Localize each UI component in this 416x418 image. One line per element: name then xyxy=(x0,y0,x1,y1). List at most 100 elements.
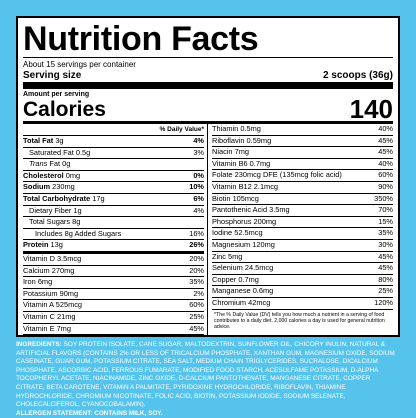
nutrient-row: Sodium 230mg 10% xyxy=(23,182,204,194)
nutrient-daily-value: 40% xyxy=(378,158,393,168)
nutrient-row: Total Fat 3g 4% xyxy=(23,136,204,148)
nutrient-name: Vitamin D xyxy=(23,253,55,263)
nutrient-row: Vitamin E 7mg 45% xyxy=(23,324,204,336)
serving-size-label: Serving size xyxy=(23,70,82,81)
nutrient-daily-value: 90% xyxy=(378,181,393,191)
nutrient-name-cell: Trans Fat 0g xyxy=(23,159,70,170)
nutrient-amount: 0g xyxy=(62,159,71,169)
calories-label: Calories xyxy=(23,98,106,121)
nutrient-amount: 90mg xyxy=(59,288,79,298)
nutrient-amount: 3g xyxy=(55,136,64,145)
macro-list: Total Fat 3g 4% Saturated Fat 0.5g 3% Trans … xyxy=(23,136,204,254)
micro-list: Vitamin D 3.5mcg 20% Calcium 270mg 20% Iron … xyxy=(23,254,204,336)
nutrient-amount: 105mcg xyxy=(232,193,259,203)
nutrient-amount: 7mg xyxy=(56,323,71,333)
nutrient-daily-value: 45% xyxy=(189,323,204,333)
nutrient-name-cell: Total Sugars 8g xyxy=(23,217,80,228)
nutrient-row: Selenium 24.5mcg 45% xyxy=(212,263,393,275)
nutrient-amount: 13g xyxy=(50,240,63,250)
nutrient-daily-value: 20% xyxy=(189,265,204,275)
nutrient-name-cell: Biotin 105mcg xyxy=(212,194,259,205)
nutrient-name: Cholesterol xyxy=(23,170,64,180)
vitamin-list: Thiamin 0.5mg 40% Riboflavin 0.59mg 45% Niac… xyxy=(212,124,393,310)
nutrient-amount: 2.1mcg xyxy=(253,181,279,191)
nutrient-name: Vitamin A xyxy=(23,300,54,310)
nutrient-daily-value: 45% xyxy=(378,147,393,157)
nutrient-daily-value: 4% xyxy=(193,205,204,215)
amount-per-serving: Amount per serving xyxy=(23,91,90,98)
nutrient-row: Riboflavin 0.59mg 45% xyxy=(212,136,393,148)
nutrient-row: Iodine 52.5mcg 35% xyxy=(212,228,393,240)
nutrient-amount: 0mg xyxy=(65,170,81,180)
nutrient-daily-value: 40% xyxy=(378,124,393,133)
nutrient-name-cell: Vitamin E 7mg xyxy=(23,324,71,335)
nutrient-row: Potassium 90mg 2% xyxy=(23,289,204,301)
nutrient-row: Magnesium 120mg 30% xyxy=(212,240,393,252)
nutrient-name-cell: Niacin 7mg xyxy=(212,147,249,158)
calories-row: Calories 140 xyxy=(23,96,393,122)
nutrient-amount: 0.7mg xyxy=(249,158,271,168)
nutrient-name-cell: Potassium 90mg xyxy=(23,289,78,300)
nutrient-daily-value: 10% xyxy=(189,182,204,192)
nutrient-daily-value: 120% xyxy=(374,297,393,307)
nutrient-row: Niacin 7mg 45% xyxy=(212,147,393,159)
nutrient-name-cell: Folate 230mcg DFE (135mcg folic acid) xyxy=(212,170,342,181)
nutrient-name: Vitamin C xyxy=(23,311,55,321)
nutrient-amount: 0.7mg xyxy=(238,274,259,284)
nutrient-amount: 52.5mcg xyxy=(234,228,263,238)
nutrient-row: Includes 8g Added Sugars 16% xyxy=(23,229,204,241)
nutrient-row: Manganese 0.6mg 25% xyxy=(212,286,393,298)
nutrient-amount: 270mg xyxy=(51,265,75,275)
nutrient-name-cell: Pantothenic Acid 3.5mg xyxy=(212,205,290,216)
nutrient-name: Vitamin B12 xyxy=(212,181,252,191)
nutrient-daily-value: 2% xyxy=(193,288,204,298)
nutrient-amount: 0.5mg xyxy=(240,124,261,133)
nutrient-name-cell: Iodine 52.5mcg xyxy=(212,228,263,239)
nutrient-name: Total Fat xyxy=(23,136,54,145)
nutrient-name: Vitamin B6 xyxy=(212,158,248,168)
nutrient-name-cell: Vitamin B6 0.7mg xyxy=(212,159,270,170)
nutrient-daily-value: 4% xyxy=(193,136,204,145)
divider-thick xyxy=(23,82,393,89)
nutrient-row: Phosphorus 200mg 15% xyxy=(212,217,393,229)
nutrient-row: Cholesterol 0mg 0% xyxy=(23,171,204,183)
nutrient-amount: 230mg xyxy=(52,182,75,192)
nutrient-row: Vitamin D 3.5mcg 20% xyxy=(23,254,204,266)
nutrient-name: Zinc xyxy=(212,251,226,261)
serving-size-row: Serving size 2 scoops (36g) xyxy=(23,69,393,82)
divider-medium xyxy=(23,121,393,124)
nutrient-row: Copper 0.7mg 80% xyxy=(212,275,393,287)
nutrient-name: Chromium xyxy=(212,297,247,307)
nutrient-daily-value: 30% xyxy=(378,239,393,249)
nutrient-daily-value: 16% xyxy=(189,228,204,238)
nutrient-row: Total Sugars 8g xyxy=(23,217,204,229)
nutrient-name: Dietary Fiber xyxy=(29,205,72,215)
right-column: Thiamin 0.5mg 40% Riboflavin 0.59mg 45% Niac… xyxy=(208,124,393,335)
nutrient-name: Folate xyxy=(212,170,233,180)
left-column: % Daily Value* Total Fat 3g 4% Saturated F… xyxy=(23,124,208,336)
divider xyxy=(23,57,393,58)
allergen-statement: ALLERGEN STATEMENT: CONTAINS MILK, SOY. xyxy=(16,409,163,417)
nutrient-columns: % Daily Value* Total Fat 3g 4% Saturated F… xyxy=(23,124,393,336)
nutrient-name: Total Carbohydrate xyxy=(23,193,91,203)
nutrient-name-cell: Sodium 230mg xyxy=(23,182,75,193)
nutrient-name-cell: Vitamin D 3.5mcg xyxy=(23,254,81,265)
nutrient-row: Calcium 270mg 20% xyxy=(23,266,204,278)
nutrient-daily-value: 25% xyxy=(378,286,393,296)
nutrient-name: Protein xyxy=(23,240,49,250)
nutrient-daily-value: 35% xyxy=(378,228,393,238)
nutrient-name-cell: Total Carbohydrate 17g xyxy=(23,194,105,205)
ingredients-section: INGREDIENTS: SOY PROTEIN ISOLATE, CANE S… xyxy=(16,341,400,418)
nutrient-amount: 24.5mcg xyxy=(244,263,274,273)
nutrient-name: Calcium xyxy=(23,265,50,275)
nutrient-row: Folate 230mcg DFE (135mcg folic acid) 60% xyxy=(212,170,393,182)
nutrient-name-cell: Vitamin B12 2.1mcg xyxy=(212,182,278,193)
nutrient-name-cell: Chromium 42mcg xyxy=(212,298,270,309)
nutrition-facts-label: Nutrition Facts About 15 servings per co… xyxy=(16,16,400,337)
nutrient-name-cell: Saturated Fat 0.5g xyxy=(23,148,90,159)
nutrient-name-cell: Protein 13g xyxy=(23,240,63,251)
nutrient-row: Biotin 105mcg 350% xyxy=(212,194,393,206)
nutrient-amount: 42mcg xyxy=(248,297,271,307)
nutrient-name-cell: Thiamin 0.5mg xyxy=(212,124,261,135)
nutrient-amount: 6mg xyxy=(37,277,53,287)
